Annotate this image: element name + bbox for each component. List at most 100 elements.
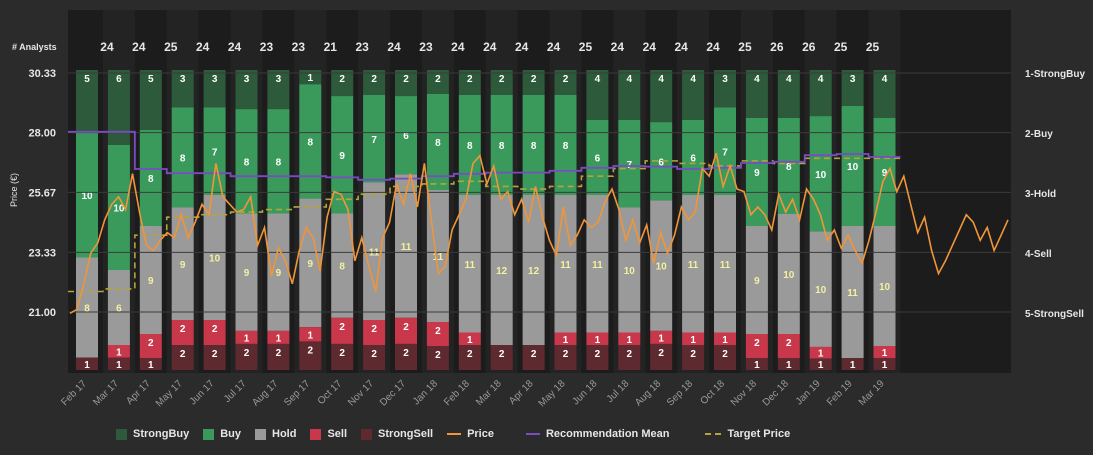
- bar-value-label: 2: [403, 322, 409, 333]
- bar-hold: [490, 195, 513, 345]
- bar-value-label: 8: [308, 137, 314, 148]
- bar-buy: [107, 145, 130, 270]
- x-tick-label: Nov 17: [346, 378, 376, 408]
- bar-sell: [650, 330, 673, 344]
- bar-strongbuy: [522, 70, 545, 95]
- x-tick-label: Jun 18: [571, 378, 600, 407]
- bar-value-label: 1: [148, 360, 154, 371]
- analyst-count: 25: [738, 40, 752, 54]
- legend-item-buy[interactable]: Buy: [203, 428, 241, 440]
- bar-value-label: 12: [528, 266, 540, 277]
- x-tick-label: Feb 18: [442, 378, 472, 408]
- bar-hold: [395, 174, 417, 318]
- bar-strongbuy: [777, 70, 800, 118]
- bar-value-label: 2: [371, 349, 377, 360]
- bar-value-label: 8: [84, 304, 90, 315]
- bar-value-label: 11: [401, 242, 412, 253]
- bar-hold: [809, 231, 832, 347]
- bar-value-label: 1: [658, 333, 664, 344]
- bar-value-label: 2: [276, 348, 282, 359]
- bar-value-label: 1: [595, 335, 601, 346]
- bar-value-label: 1: [308, 330, 314, 341]
- bar-strongbuy: [76, 70, 98, 133]
- bar-value-label: 2: [403, 348, 409, 359]
- bar-strongsell: [777, 358, 800, 370]
- bar-value-label: 8: [786, 162, 792, 173]
- bar-value-label: 9: [276, 268, 282, 279]
- analyst-count: 24: [674, 40, 688, 54]
- bar-value-label: 2: [435, 326, 441, 337]
- bar-value-label: 11: [688, 260, 699, 271]
- y-tick-label: 25.67: [28, 187, 56, 199]
- bar-buy: [299, 84, 322, 199]
- bar-value-label: 2: [786, 338, 792, 349]
- bar-value-label: 9: [754, 276, 760, 287]
- legend-item-strongbuy[interactable]: StrongBuy: [116, 428, 189, 440]
- analyst-count: 24: [228, 40, 242, 54]
- bar-value-label: 1: [690, 335, 696, 346]
- bar-strongsell: [203, 345, 226, 370]
- bar-strongsell: [139, 358, 162, 370]
- x-tick-label: May 17: [154, 378, 185, 409]
- bar-sell: [299, 327, 322, 342]
- bar-value-label: 2: [180, 324, 186, 335]
- analyst-count: 24: [483, 40, 497, 54]
- bar-sell: [809, 346, 832, 359]
- bar-strongbuy: [331, 70, 354, 97]
- bar-value-label: 8: [276, 157, 282, 168]
- bar-hold: [682, 195, 705, 333]
- rating-axis-label: 2-Buy: [1025, 129, 1053, 140]
- bar-value-label: 1: [786, 360, 792, 371]
- bar-value-label: 2: [339, 322, 345, 333]
- bar-value-label: 6: [595, 154, 601, 165]
- bar-hold: [745, 226, 768, 334]
- legend-item-price[interactable]: Price: [447, 428, 494, 440]
- bar-value-label: 1: [882, 348, 888, 359]
- bar-value-label: 3: [212, 74, 218, 85]
- bar-value-label: 2: [308, 345, 314, 356]
- bar-sell: [331, 317, 354, 344]
- bar-value-label: 11: [592, 260, 603, 271]
- bar-value-label: 3: [850, 74, 856, 85]
- bar-value-label: 2: [563, 349, 569, 360]
- legend-item-target-price[interactable]: Target Price: [705, 428, 790, 440]
- analyst-count: 23: [355, 40, 369, 54]
- y-tick-label: 23.33: [28, 247, 56, 259]
- bar-strongbuy: [618, 70, 641, 120]
- bar-value-label: 6: [658, 157, 664, 168]
- bar-buy: [650, 122, 673, 201]
- bar-value-label: 1: [467, 335, 473, 346]
- bar-hold: [107, 270, 130, 345]
- bar-sell: [363, 320, 386, 345]
- analyst-count: 24: [387, 40, 401, 54]
- sell-swatch: [310, 428, 322, 440]
- bar-value-label: 2: [722, 349, 728, 360]
- analyst-count: 24: [100, 40, 114, 54]
- bar-value-label: 10: [815, 170, 827, 181]
- bar-sell: [171, 320, 194, 345]
- legend-item-hold[interactable]: Hold: [255, 428, 296, 440]
- bar-buy: [331, 96, 354, 214]
- bar-strongbuy: [841, 70, 864, 106]
- legend-item-strongsell[interactable]: StrongSell: [361, 428, 433, 440]
- bar-buy: [76, 132, 98, 258]
- bar-value-label: 4: [882, 74, 888, 85]
- bar-strongbuy: [426, 70, 449, 94]
- bar-sell: [554, 332, 577, 345]
- legend-item-recommendation-mean[interactable]: Recommendation Mean: [525, 428, 669, 440]
- x-tick-label: Mar 19: [857, 378, 887, 408]
- bar-strongsell: [841, 358, 864, 370]
- bar-value-label: 2: [339, 74, 345, 85]
- bar-value-label: 2: [180, 349, 186, 360]
- analyst-count: 25: [579, 40, 593, 54]
- recommendation-mean-swatch: [525, 433, 540, 435]
- bar-value-label: 1: [244, 333, 250, 344]
- bar-sell: [235, 330, 258, 344]
- analyst-count: 23: [419, 40, 433, 54]
- bar-strongbuy: [809, 70, 832, 117]
- legend-item-sell[interactable]: Sell: [310, 428, 347, 440]
- bar-value-label: 11: [465, 260, 476, 271]
- bar-buy: [682, 120, 705, 195]
- bar-strongbuy: [873, 70, 896, 118]
- bar-sell: [873, 346, 896, 358]
